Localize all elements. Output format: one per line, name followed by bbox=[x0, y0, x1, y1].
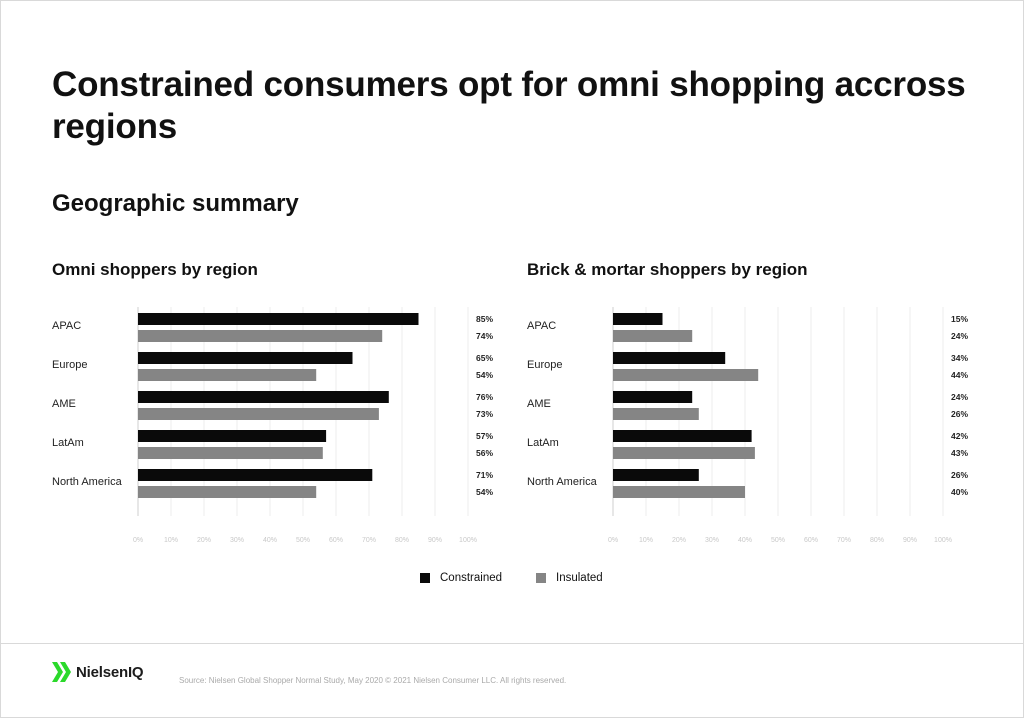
bar-constrained bbox=[138, 391, 389, 403]
data-label: 65% bbox=[476, 353, 493, 363]
data-label: 85% bbox=[476, 314, 493, 324]
category-label: North America bbox=[52, 476, 123, 488]
category-label: North America bbox=[527, 476, 598, 488]
legend-swatch-constrained bbox=[420, 573, 430, 583]
category-label: LatAm bbox=[52, 437, 84, 449]
bar-constrained bbox=[138, 469, 373, 481]
data-label: 56% bbox=[476, 448, 493, 458]
tick-label: 50% bbox=[771, 537, 785, 544]
category-label: Europe bbox=[527, 359, 562, 371]
tick-label: 40% bbox=[738, 537, 752, 544]
category-label: LatAm bbox=[527, 437, 559, 449]
tick-label: 100% bbox=[934, 537, 952, 544]
category-label: AME bbox=[52, 398, 76, 410]
bar-insulated bbox=[613, 486, 745, 498]
tick-label: 0% bbox=[608, 537, 618, 544]
bar-insulated bbox=[138, 330, 383, 342]
bar-insulated bbox=[138, 447, 323, 459]
tick-label: 90% bbox=[903, 537, 917, 544]
tick-label: 70% bbox=[837, 537, 851, 544]
nielseniq-logo: NielsenIQ bbox=[52, 662, 144, 682]
brick-mortar-shoppers-chart: 0% 10% 20% 30% 40% 50% 60% 70% 80% 90% 100% APAC 15%… bbox=[527, 307, 968, 544]
data-label: 76% bbox=[476, 392, 493, 402]
category-label: Europe bbox=[52, 359, 87, 371]
bar-constrained bbox=[613, 352, 726, 364]
data-label: 24% bbox=[951, 331, 968, 341]
data-label: 42% bbox=[951, 431, 968, 441]
legend-swatch-insulated bbox=[536, 573, 547, 583]
bar-insulated bbox=[613, 369, 759, 381]
data-label: 54% bbox=[476, 370, 493, 380]
bar-insulated bbox=[613, 408, 699, 420]
data-label: 74% bbox=[476, 331, 493, 341]
tick-label: 20% bbox=[197, 537, 211, 544]
tick-label: 50% bbox=[296, 537, 310, 544]
bar-constrained bbox=[613, 469, 699, 481]
data-label: 44% bbox=[951, 370, 968, 380]
omni-shoppers-chart: 0% 10% 20% 30% 40% 50% 60% 70% 80% 90% 100% APAC 85%… bbox=[52, 307, 493, 544]
bar-constrained bbox=[138, 352, 353, 364]
bar-constrained bbox=[613, 430, 752, 442]
source-note: Source: Nielsen Global Shopper Normal St… bbox=[179, 676, 567, 685]
bar-insulated bbox=[138, 408, 379, 420]
legend-label-constrained: Constrained bbox=[440, 572, 503, 584]
tick-label: 40% bbox=[263, 537, 277, 544]
tick-label: 10% bbox=[639, 537, 653, 544]
data-label: 24% bbox=[951, 392, 968, 402]
bar-constrained bbox=[613, 391, 693, 403]
tick-label: 80% bbox=[870, 537, 884, 544]
chart-legend: Constrained Insulated bbox=[420, 572, 603, 584]
tick-label: 30% bbox=[230, 537, 244, 544]
page-title: Constrained consumers opt for omni shopp… bbox=[52, 65, 966, 146]
tick-label: 20% bbox=[672, 537, 686, 544]
category-label: APAC bbox=[52, 320, 81, 332]
tick-label: 100% bbox=[459, 537, 477, 544]
brick-mortar-chart-title: Brick & mortar shoppers by region bbox=[527, 260, 808, 279]
category-label: APAC bbox=[527, 320, 556, 332]
bar-insulated bbox=[138, 486, 317, 498]
data-label: 57% bbox=[476, 431, 493, 441]
bar-constrained bbox=[138, 313, 419, 325]
nielseniq-logo-icon bbox=[52, 662, 71, 682]
data-label: 26% bbox=[951, 409, 968, 419]
data-label: 34% bbox=[951, 353, 968, 363]
logo-wordmark: NielsenIQ bbox=[76, 663, 144, 681]
bar-insulated bbox=[613, 330, 693, 342]
tick-label: 0% bbox=[133, 537, 143, 544]
tick-label: 60% bbox=[804, 537, 818, 544]
data-label: 26% bbox=[951, 470, 968, 480]
footer-divider bbox=[0, 643, 1024, 644]
bar-constrained bbox=[138, 430, 327, 442]
tick-label: 60% bbox=[329, 537, 343, 544]
data-label: 40% bbox=[951, 487, 968, 497]
bar-insulated bbox=[613, 447, 755, 459]
page-subtitle: Geographic summary bbox=[52, 190, 299, 217]
legend-item-insulated: Insulated bbox=[536, 572, 603, 584]
data-label: 43% bbox=[951, 448, 968, 458]
omni-chart-title: Omni shoppers by region bbox=[52, 260, 258, 279]
legend-label-insulated: Insulated bbox=[556, 572, 603, 584]
data-label: 15% bbox=[951, 314, 968, 324]
tick-label: 90% bbox=[428, 537, 442, 544]
tick-label: 10% bbox=[164, 537, 178, 544]
legend-item-constrained: Constrained bbox=[420, 572, 502, 584]
data-label: 71% bbox=[476, 470, 493, 480]
tick-label: 70% bbox=[362, 537, 376, 544]
category-label: AME bbox=[527, 398, 551, 410]
bar-constrained bbox=[613, 313, 663, 325]
data-label: 54% bbox=[476, 487, 493, 497]
data-label: 73% bbox=[476, 409, 493, 419]
tick-label: 30% bbox=[705, 537, 719, 544]
bar-insulated bbox=[138, 369, 317, 381]
tick-label: 80% bbox=[395, 537, 409, 544]
